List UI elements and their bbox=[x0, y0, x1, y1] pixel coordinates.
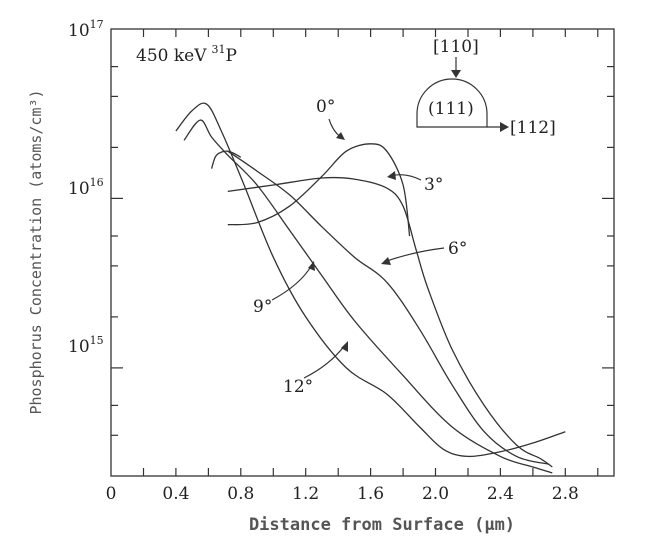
x-tick-label: 0.8 bbox=[227, 484, 254, 504]
x-tick-label: 2.0 bbox=[422, 484, 449, 504]
inset-face-label: (111) bbox=[428, 99, 474, 119]
y-tick-label-1e16: 1016 bbox=[68, 176, 104, 199]
label-arrowhead-12deg bbox=[341, 341, 348, 352]
inset-right-arrowhead bbox=[500, 122, 509, 132]
beam-annotation: 450 keV 31P bbox=[136, 43, 237, 66]
orientation-inset: [110] (111) [112] bbox=[416, 37, 556, 138]
label-arrow-6deg bbox=[383, 247, 445, 263]
x-tick-label: 2.8 bbox=[552, 484, 579, 504]
series-curves bbox=[175, 102, 566, 474]
series-label-0deg: 0° bbox=[316, 97, 335, 117]
series-label-3deg: 3° bbox=[424, 175, 443, 195]
x-axis-title: Distance from Surface (μm) bbox=[249, 515, 515, 535]
series-label-9deg: 9° bbox=[253, 297, 272, 317]
series-line-extra bbox=[210, 150, 242, 169]
series-label-6deg: 6° bbox=[448, 239, 467, 259]
inset-down-arrowhead bbox=[451, 70, 461, 78]
x-tick-label: 0 bbox=[106, 484, 117, 504]
series-line-12deg bbox=[175, 102, 566, 458]
x-tick-label: 2.4 bbox=[487, 484, 514, 504]
x-axis-tick-labels: 0 0.4 0.8 1.2 1.6 2.0 2.4 2.8 bbox=[106, 484, 579, 504]
plot-frame bbox=[110, 28, 615, 477]
series-label-12deg: 12° bbox=[283, 377, 313, 397]
label-arrowhead-9deg bbox=[308, 261, 315, 271]
series-line-0deg bbox=[227, 143, 411, 237]
x-axis-ticks bbox=[142, 29, 599, 476]
series-line-6deg bbox=[227, 150, 550, 465]
y-tick-label-1e15: 1015 bbox=[68, 334, 104, 357]
inset-top-label: [110] bbox=[433, 37, 479, 57]
y-tick-label-1e17: 1017 bbox=[68, 18, 104, 41]
y-axis-ticks bbox=[111, 65, 614, 436]
label-arrowhead-0deg bbox=[336, 132, 345, 140]
inset-semicircle bbox=[416, 78, 488, 128]
x-tick-label: 1.2 bbox=[292, 484, 319, 504]
y-axis-title: Phosphorus Concentration (atoms/cm³) bbox=[27, 89, 45, 414]
series-line-9deg bbox=[183, 119, 553, 474]
series-line-3deg bbox=[227, 176, 553, 468]
label-arrowhead-3deg bbox=[387, 171, 396, 180]
x-tick-label: 1.6 bbox=[357, 484, 384, 504]
label-arrowhead-6deg bbox=[381, 257, 391, 265]
label-arrow-12deg bbox=[303, 344, 346, 379]
x-tick-label: 0.4 bbox=[162, 484, 189, 504]
inset-side-label: [112] bbox=[510, 118, 556, 138]
